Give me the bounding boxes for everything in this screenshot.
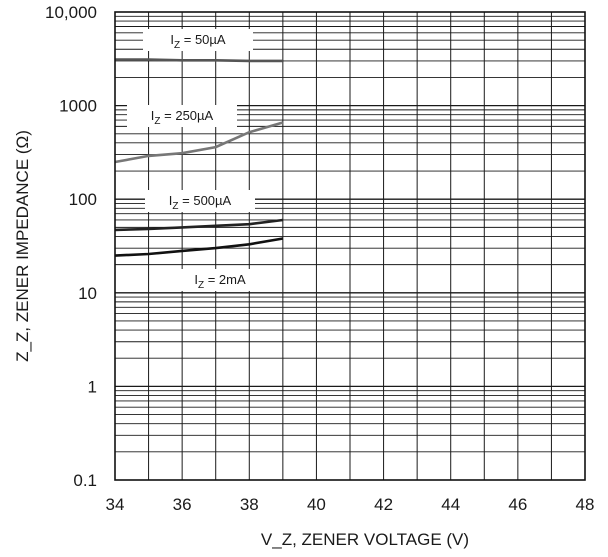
curve-label-bg: [127, 105, 237, 127]
x-tick-label: 42: [374, 495, 393, 514]
curve-label: IZ = 500µA: [169, 193, 232, 212]
y-tick-label: 10: [78, 284, 97, 303]
tick-labels: 34 36 38 40 42 44 46 48 0.1 1 10 100 1000 10,000: [45, 3, 594, 514]
series-group: [114, 58, 284, 257]
x-tick-label: 46: [508, 495, 527, 514]
y-tick-label: 1000: [59, 97, 97, 116]
x-tick-label: 48: [576, 495, 595, 514]
x-tick-label: 36: [173, 495, 192, 514]
series-line: [115, 58, 283, 63]
curve-label-bg: [165, 269, 275, 291]
series-line: [114, 121, 284, 164]
grid: [115, 12, 585, 480]
curve-label: IZ = 2mA: [194, 272, 246, 291]
x-tick-label: 44: [441, 495, 460, 514]
y-tick-label: 10,000: [45, 3, 97, 22]
curve-label: IZ = 250µA: [151, 108, 214, 127]
y-tick-label: 100: [69, 190, 97, 209]
y-tick-label: 0.1: [73, 471, 97, 490]
series-line: [114, 218, 284, 232]
x-tick-label: 34: [106, 495, 125, 514]
curve-labels: IZ = 50µA IZ = 250µA IZ = 500µA IZ = 2mA: [127, 29, 275, 291]
curve-label-bg: [145, 190, 255, 212]
series-line: [114, 237, 284, 257]
y-axis-title: Z_Z, ZENER IMPEDANCE (Ω): [13, 130, 32, 362]
x-tick-label: 40: [307, 495, 326, 514]
curve-label: IZ = 50µA: [170, 32, 226, 51]
x-axis-title: V_Z, ZENER VOLTAGE (V): [261, 530, 469, 549]
y-tick-label: 1: [88, 377, 97, 396]
curve-label-bg: [143, 29, 253, 51]
plot-frame: [114, 11, 586, 481]
x-tick-label: 38: [240, 495, 259, 514]
